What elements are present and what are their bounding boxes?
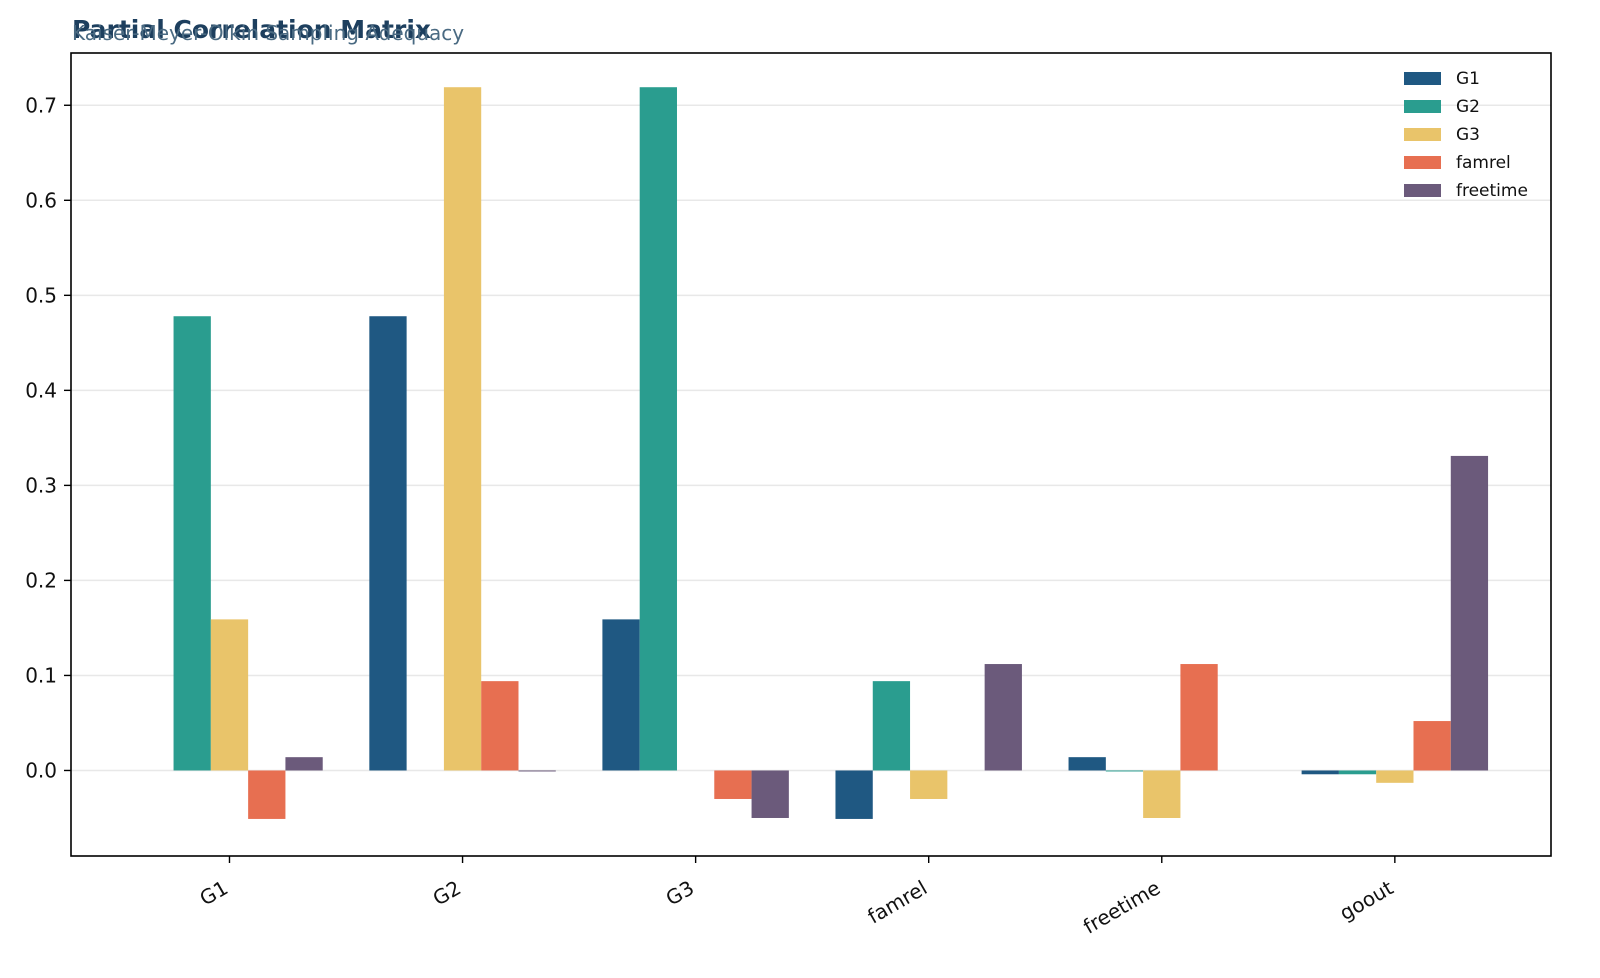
legend-label-G1: G1 (1456, 69, 1480, 89)
bar-G1-G3 (602, 619, 640, 771)
bar-G2-famrel (872, 681, 911, 771)
y-tick-label: 0.3 (25, 473, 57, 497)
bar-freetime-G2 (518, 770, 556, 772)
y-axis: 0.0 0.1 0.2 0.3 0.4 0.5 0.6 0.7 (25, 93, 71, 782)
chart-title: Partial Correlation Matrix (72, 15, 431, 44)
legend: G1 G2 G3 famrel freetime (1404, 69, 1528, 201)
plot-frame (70, 52, 1552, 857)
y-tick-label: 0.5 (25, 283, 57, 307)
y-tick-label: 0.0 (25, 758, 57, 782)
legend-label-famrel: famrel (1456, 153, 1511, 173)
bar-G3-famrel (910, 770, 948, 799)
bar-G1-freetime (1068, 757, 1106, 771)
y-tick-label: 0.2 (25, 568, 57, 592)
y-tick-label: 0.4 (25, 378, 57, 402)
bar-G1-G2 (369, 316, 407, 771)
bar-freetime-G1 (285, 757, 323, 771)
bar-freetime-goout (1450, 455, 1489, 771)
legend-swatch-famrel (1404, 156, 1441, 169)
bars (173, 87, 1489, 819)
bar-freetime-G3 (751, 770, 789, 818)
bar-G3-G2 (443, 87, 482, 771)
legend-label-G3: G3 (1456, 125, 1480, 145)
legend-swatch-freetime (1404, 184, 1441, 197)
bar-G3-goout (1376, 770, 1414, 783)
legend-swatch-G3 (1404, 128, 1441, 141)
bar-freetime-famrel (984, 664, 1022, 771)
y-tick-label: 0.1 (25, 663, 57, 687)
bar-famrel-G1 (248, 770, 286, 819)
legend-label-G2: G2 (1456, 97, 1480, 117)
gridlines (71, 104, 1551, 772)
bar-famrel-G2 (481, 681, 519, 771)
bar-G3-freetime (1143, 770, 1181, 818)
bar-G2-freetime (1105, 770, 1144, 772)
bar-G2-G3 (639, 87, 677, 771)
y-tick-label: 0.7 (25, 93, 57, 117)
bar-G1-goout (1301, 770, 1339, 775)
bar-G3-G1 (210, 619, 249, 771)
y-tick-label: 0.6 (25, 188, 57, 212)
bar-G2-goout (1338, 770, 1377, 775)
legend-swatch-G2 (1404, 100, 1441, 113)
bar-famrel-goout (1413, 721, 1451, 771)
legend-swatch-G1 (1404, 72, 1441, 85)
chart-subtitle: Kaiser-Meyer-Olkin Sampling Adequacy (72, 21, 464, 45)
legend-label-freetime: freetime (1456, 181, 1528, 201)
bar-G2-G1 (173, 316, 211, 771)
bar-famrel-freetime (1180, 664, 1218, 771)
bar-G1-famrel (835, 770, 873, 819)
bar-famrel-G3 (714, 770, 752, 799)
